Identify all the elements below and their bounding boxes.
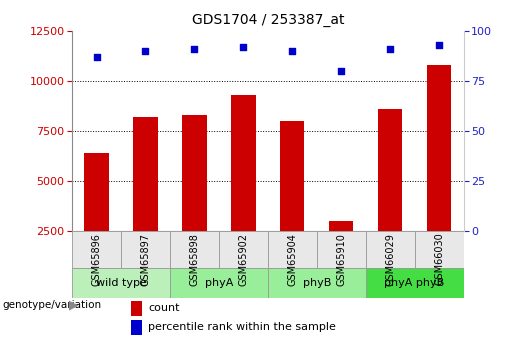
Text: GSM65897: GSM65897 (141, 233, 150, 286)
Text: GSM65896: GSM65896 (92, 233, 101, 286)
Text: GSM65904: GSM65904 (287, 233, 297, 286)
Point (337, 68, 345, 74)
Bar (131, 301, 142, 316)
Bar (121, 231, 170, 268)
Bar (378, 109, 402, 231)
Bar (182, 115, 207, 231)
Title: GDS1704 / 253387_at: GDS1704 / 253387_at (192, 13, 344, 27)
Point (93, 54, 101, 60)
Text: GSM65910: GSM65910 (336, 233, 346, 286)
Bar (317, 231, 366, 268)
Point (141, 48, 150, 54)
Bar (170, 268, 268, 298)
Point (435, 42, 443, 48)
Bar (72, 231, 121, 268)
Bar (219, 231, 268, 268)
Text: GSM66030: GSM66030 (434, 233, 444, 285)
Text: wild type: wild type (96, 278, 146, 288)
Bar (231, 95, 255, 231)
Text: phyA: phyA (204, 278, 233, 288)
Bar (268, 268, 366, 298)
Text: count: count (148, 304, 180, 314)
Bar (427, 65, 451, 231)
Text: ▶: ▶ (68, 299, 78, 312)
Bar (170, 231, 219, 268)
Text: GSM65898: GSM65898 (190, 233, 199, 286)
Point (288, 48, 297, 54)
Text: percentile rank within the sample: percentile rank within the sample (148, 322, 336, 332)
Point (190, 46, 198, 52)
Bar (329, 221, 353, 231)
Text: phyB: phyB (302, 278, 331, 288)
Bar (131, 320, 142, 335)
Bar (72, 268, 170, 298)
Text: GSM65902: GSM65902 (238, 233, 248, 286)
Bar (280, 121, 304, 231)
Point (239, 44, 247, 50)
Bar (84, 153, 109, 231)
Text: phyA phyB: phyA phyB (385, 278, 444, 288)
Bar (366, 268, 464, 298)
Bar (133, 117, 158, 231)
Bar (268, 231, 317, 268)
Point (386, 46, 394, 52)
Bar (366, 231, 415, 268)
Bar (415, 231, 464, 268)
Text: GSM66029: GSM66029 (385, 233, 395, 286)
Text: genotype/variation: genotype/variation (3, 300, 101, 310)
